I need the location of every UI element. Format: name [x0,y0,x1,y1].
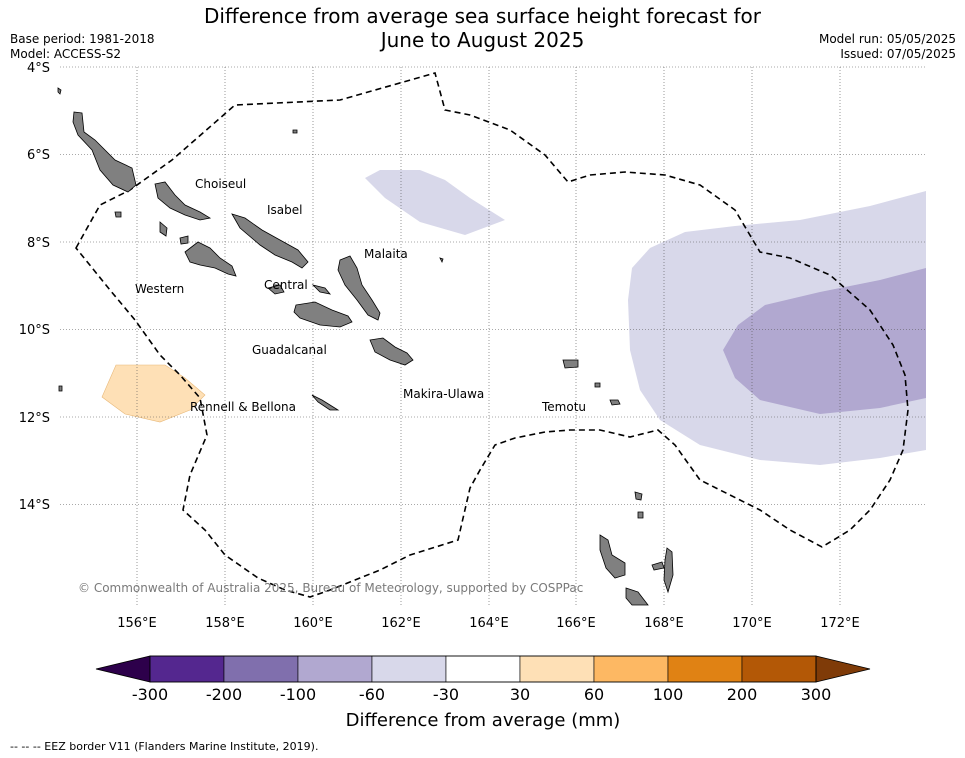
island-shortland [159,221,168,237]
label-guadalcanal: Guadalcanal [252,343,327,357]
island-vanuatu-3 [663,547,674,594]
colorbar-segments [149,655,817,683]
cbar-tick-1: -200 [206,685,242,704]
cbar-tick-6: 60 [584,685,604,704]
map-area: Choiseul Isabel Malaita Western Central … [57,66,926,606]
anomaly-south-west [101,364,206,423]
island-vella [184,241,237,277]
cbar-tick-5: 30 [510,685,530,704]
colorbar-tick-labels: -300 -200 -100 -60 -30 30 60 100 200 300 [132,685,831,704]
model-name: Model: ACCESS-S2 [10,47,122,61]
anomaly-east-inner [723,268,926,414]
model-run: Model run: 05/05/2025 [818,32,956,46]
cbar-tick-0: -300 [132,685,168,704]
lon-label-168e: 168°E [644,616,684,631]
lon-label-156e: 156°E [117,616,157,631]
colorbar-label: Difference from average (mm) [346,710,621,731]
title-line-1: Difference from average sea surface heig… [203,4,762,28]
meta-left: Base period: 1981-2018 Model: ACCESS-S2 [10,32,155,62]
lon-label-172e: 172°E [820,616,860,631]
issued-date: Issued: 07/05/2025 [840,47,956,61]
label-central: Central [264,278,308,292]
lon-labels: 156°E 158°E 160°E 162°E 164°E 166°E 168°… [117,616,860,631]
colorbar-under-arrow [95,655,151,683]
eez-legend-note: -- -- -- EEZ border V11 (Flanders Marine… [10,740,319,753]
island-small-2 [292,129,298,134]
island-small-1 [179,235,189,245]
island-santa-cruz [562,359,579,369]
label-western: Western [135,282,184,296]
gridlines [60,66,926,605]
copyright-text: © Commonwealth of Australia 2025, Bureau… [78,581,583,595]
cbar-tick-7: 100 [653,685,684,704]
cbar-tick-4: -30 [433,685,459,704]
lon-label-162e: 162°E [381,616,421,631]
lon-label-160e: 160°E [293,616,333,631]
island-florida [267,284,285,295]
island-banks [637,511,644,519]
lon-label-166e: 166°E [556,616,596,631]
title-line-2: June to August 2025 [380,28,585,52]
island-ontong [439,257,444,264]
province-labels: Choiseul Isabel Malaita Western Central … [135,177,586,414]
meta-right: Model run: 05/05/2025 Issued: 07/05/2025 [819,32,956,62]
island-malaita [337,255,381,321]
label-rennell-bellona: Rennell & Bellona [190,400,296,414]
island-isabel [231,213,309,269]
colorbar-segment-7 [667,655,743,683]
island-vanuatu-2 [625,587,649,606]
island-guadalcanal [293,301,353,328]
island-treasury [114,211,122,218]
island-small-3 [58,385,63,392]
island-torres [634,491,643,501]
colorbar-segment-8 [741,655,817,683]
colorbar-segment-1 [223,655,299,683]
island-makira [369,337,414,366]
island-espiritu-santo [599,534,626,579]
cbar-tick-9: 300 [801,685,832,704]
islands [57,87,674,606]
cbar-tick-2: -100 [280,685,316,704]
lat-label-14s: 14°S [19,498,50,513]
cbar-tick-8: 200 [727,685,758,704]
colorbar-segment-6 [593,655,669,683]
label-temotu: Temotu [541,400,586,414]
eez-border [75,72,909,598]
lat-label-8s: 8°S [27,236,50,251]
island-bougainville-tip [57,87,62,95]
colorbar: -300 -200 -100 -60 -30 30 60 100 200 300… [95,655,871,731]
colorbar-segment-0 [149,655,225,683]
island-rennell [311,394,340,411]
lon-label-158e: 158°E [205,616,245,631]
map-title: Difference from average sea surface heig… [0,4,965,52]
lat-label-4s: 4°S [27,61,50,76]
lon-label-170e: 170°E [732,616,772,631]
colorbar-segment-3 [371,655,447,683]
colorbar-outline [149,655,817,683]
lat-label-6s: 6°S [27,148,50,163]
island-choiseul [72,111,137,193]
lat-label-10s: 10°S [19,323,50,338]
anomaly-north [365,170,505,235]
colorbar-segment-2 [297,655,373,683]
label-isabel: Isabel [267,203,302,217]
label-choiseul: Choiseul [195,177,246,191]
colorbar-over-arrow [815,655,871,683]
label-malaita: Malaita [364,247,408,261]
island-vanuatu-4 [651,561,665,571]
label-makira-ulawa: Makira-Ulawa [403,387,484,401]
colorbar-segment-5 [519,655,595,683]
lat-labels: 4°S 6°S 8°S 10°S 12°S 14°S [19,61,50,513]
island-vanikoro [609,399,621,406]
base-period: Base period: 1981-2018 [10,32,155,46]
island-utupua [594,382,601,388]
lat-label-12s: 12°S [19,411,50,426]
colorbar-segment-4 [445,655,521,683]
lon-label-164e: 164°E [469,616,509,631]
cbar-tick-3: -60 [359,685,385,704]
island-new-georgia [154,181,212,221]
island-russell [311,284,332,295]
